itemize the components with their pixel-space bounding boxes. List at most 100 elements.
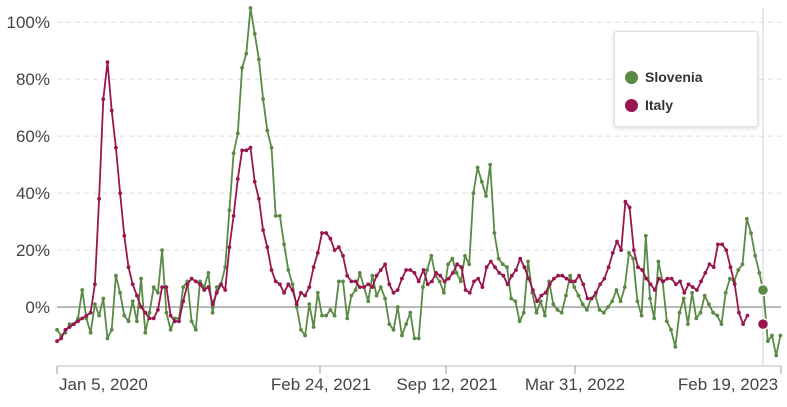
data-point-italy bbox=[160, 285, 165, 289]
data-point-italy bbox=[93, 282, 97, 287]
data-point-slovenia bbox=[299, 327, 303, 332]
data-point-italy bbox=[425, 282, 430, 287]
data-point-italy bbox=[737, 310, 741, 315]
data-point-slovenia bbox=[559, 310, 564, 315]
data-point-slovenia bbox=[631, 256, 636, 261]
data-point-italy bbox=[198, 282, 202, 287]
data-point-slovenia bbox=[551, 302, 556, 307]
data-point-slovenia bbox=[707, 302, 711, 307]
data-point-slovenia bbox=[442, 290, 446, 295]
data-point-italy bbox=[484, 265, 489, 270]
legend-item-italy[interactable]: Italy bbox=[625, 97, 673, 113]
data-point-slovenia bbox=[387, 322, 392, 326]
data-point-slovenia bbox=[652, 316, 657, 321]
data-point-slovenia bbox=[471, 191, 476, 196]
data-point-italy bbox=[265, 245, 270, 250]
legend-swatch-slovenia bbox=[625, 70, 638, 84]
data-point-italy bbox=[724, 248, 729, 253]
data-point-italy bbox=[67, 325, 72, 329]
data-point-slovenia bbox=[757, 271, 762, 275]
data-point-italy bbox=[214, 290, 219, 295]
data-point-slovenia bbox=[509, 296, 514, 301]
data-point-slovenia bbox=[568, 273, 572, 278]
data-point-slovenia bbox=[690, 290, 694, 295]
data-point-italy bbox=[522, 265, 527, 270]
data-point-italy bbox=[105, 60, 110, 64]
data-point-slovenia bbox=[484, 194, 488, 198]
data-point-italy bbox=[168, 313, 173, 318]
data-point-slovenia bbox=[538, 299, 543, 304]
data-point-italy bbox=[472, 279, 476, 284]
data-point-slovenia bbox=[151, 285, 156, 289]
data-point-italy bbox=[349, 279, 354, 284]
data-point-italy bbox=[114, 145, 118, 150]
data-point-slovenia bbox=[534, 310, 539, 315]
data-point-slovenia bbox=[500, 262, 505, 267]
data-point-slovenia bbox=[67, 322, 72, 326]
x-tick-label: Mar 31, 2022 bbox=[525, 375, 625, 394]
data-point-italy bbox=[63, 327, 68, 332]
data-point-slovenia bbox=[223, 265, 228, 270]
data-point-slovenia bbox=[147, 310, 152, 315]
data-point-italy bbox=[109, 108, 114, 113]
data-point-italy bbox=[594, 290, 598, 295]
data-point-italy bbox=[395, 288, 400, 292]
data-point-italy bbox=[711, 265, 716, 270]
data-point-italy bbox=[383, 262, 387, 267]
legend-label-slovenia: Slovenia bbox=[645, 69, 703, 85]
data-point-italy bbox=[430, 279, 434, 284]
data-point-italy bbox=[126, 265, 131, 270]
data-point-italy bbox=[257, 196, 261, 201]
data-point-slovenia bbox=[479, 179, 484, 184]
data-point-italy bbox=[139, 305, 144, 309]
data-point-slovenia bbox=[118, 290, 122, 295]
data-point-slovenia bbox=[606, 305, 610, 309]
data-point-slovenia bbox=[273, 214, 278, 218]
data-point-italy bbox=[678, 279, 682, 284]
data-point-italy bbox=[438, 273, 443, 278]
data-point-slovenia bbox=[290, 282, 295, 287]
legend-swatch-italy bbox=[625, 98, 638, 112]
data-point-italy bbox=[261, 228, 265, 233]
data-point-italy bbox=[118, 191, 122, 196]
data-point-slovenia bbox=[294, 305, 299, 309]
data-point-slovenia bbox=[475, 165, 480, 170]
data-point-italy bbox=[164, 285, 169, 289]
data-point-italy bbox=[648, 282, 653, 287]
data-point-slovenia bbox=[643, 233, 648, 238]
data-point-italy bbox=[518, 256, 523, 261]
data-point-italy bbox=[219, 282, 223, 287]
data-point-italy bbox=[564, 276, 569, 281]
y-tick-label: 0% bbox=[25, 298, 50, 317]
data-point-slovenia bbox=[391, 327, 396, 332]
data-point-italy bbox=[185, 282, 190, 287]
end-marker-italy bbox=[756, 317, 770, 331]
data-point-slovenia bbox=[564, 293, 568, 298]
data-point-italy bbox=[556, 273, 560, 278]
data-point-slovenia bbox=[269, 145, 274, 150]
legend-label-italy: Italy bbox=[645, 97, 674, 113]
data-point-slovenia bbox=[416, 336, 421, 341]
data-point-slovenia bbox=[614, 288, 619, 292]
data-point-italy bbox=[610, 251, 615, 255]
data-point-italy bbox=[652, 288, 657, 292]
data-point-italy bbox=[374, 273, 379, 278]
data-point-italy bbox=[290, 288, 295, 292]
data-point-slovenia bbox=[610, 299, 615, 304]
data-point-italy bbox=[378, 268, 383, 272]
data-point-slovenia bbox=[753, 253, 758, 258]
data-point-italy bbox=[273, 279, 278, 284]
data-point-slovenia bbox=[114, 273, 118, 278]
data-point-slovenia bbox=[97, 313, 101, 318]
data-point-slovenia bbox=[374, 293, 379, 298]
legend-item-slovenia[interactable]: Slovenia bbox=[625, 69, 703, 85]
data-point-italy bbox=[568, 279, 573, 284]
data-point-italy bbox=[315, 251, 320, 255]
data-point-slovenia bbox=[80, 288, 85, 292]
data-point-slovenia bbox=[332, 313, 337, 318]
data-point-italy bbox=[552, 276, 556, 281]
data-point-italy bbox=[631, 248, 636, 253]
data-point-italy bbox=[732, 282, 737, 287]
data-point-slovenia bbox=[450, 256, 455, 261]
